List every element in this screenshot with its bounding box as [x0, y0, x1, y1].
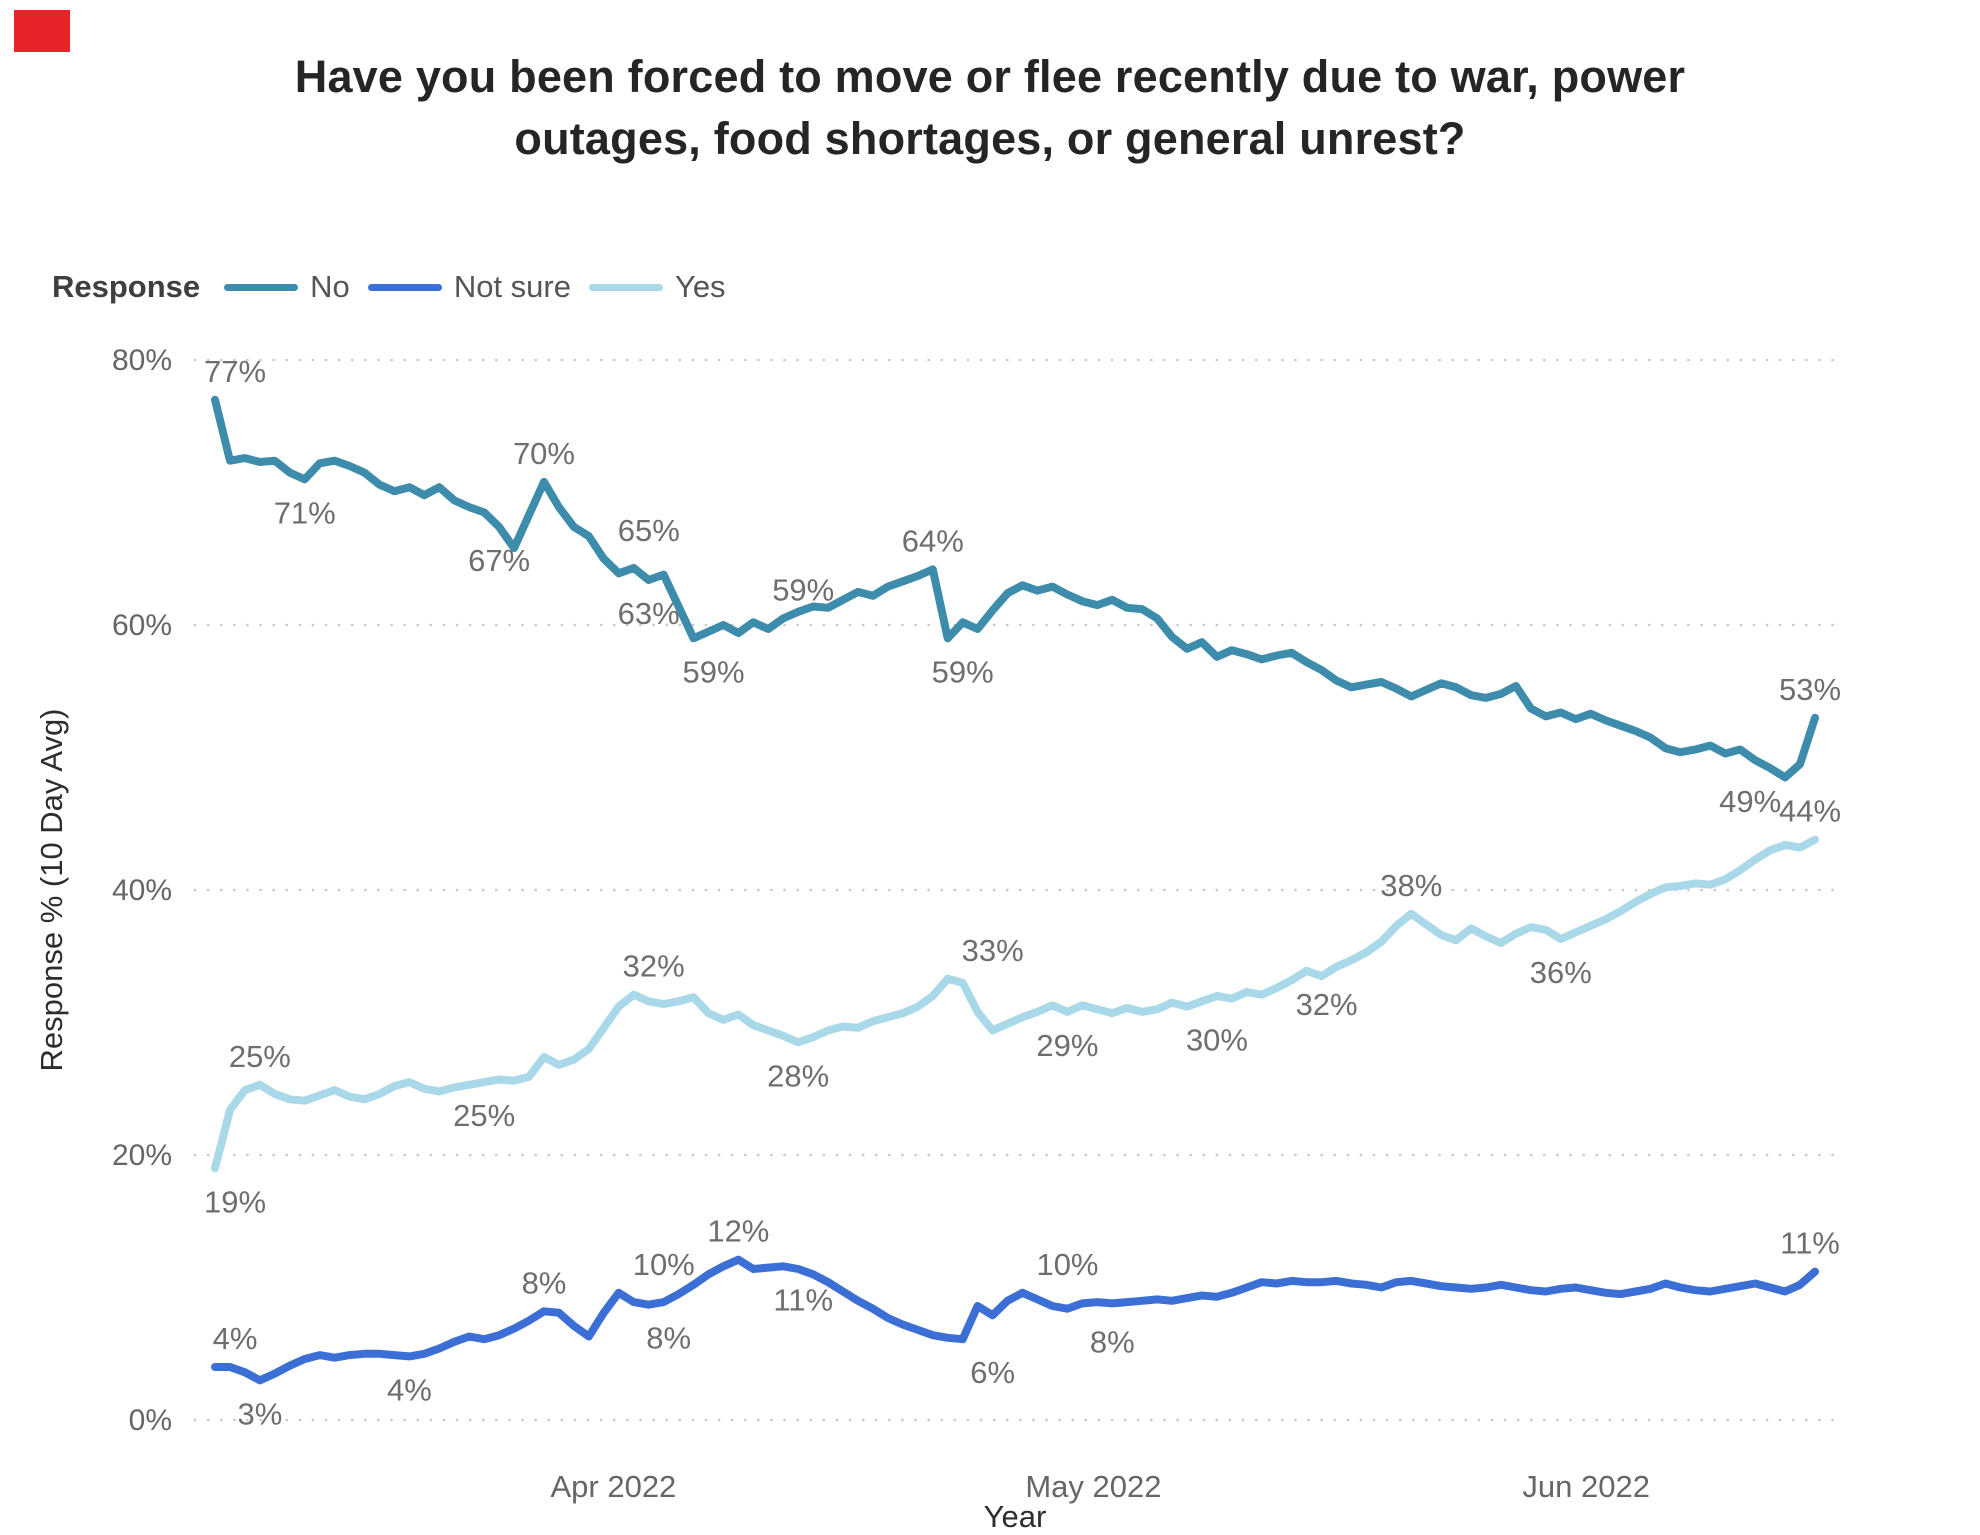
- data-label-yes-29: 29%: [1036, 1028, 1098, 1063]
- series-line-not-sure[interactable]: [211, 1255, 1819, 1385]
- data-label-not-sure-10: 10%: [1036, 1247, 1098, 1282]
- x-tick-Jun-2022: Jun 2022: [1522, 1469, 1650, 1504]
- legend: Response No Not sure Yes: [52, 265, 744, 309]
- data-label-yes-25: 25%: [229, 1039, 291, 1074]
- y-axis-title: Response % (10 Day Avg): [34, 708, 69, 1071]
- data-label-not-sure-3: 3%: [237, 1396, 282, 1431]
- data-label-no-59: 59%: [682, 654, 744, 689]
- chart-title-line-1: Have you been forced to move or flee rec…: [294, 51, 1686, 102]
- data-label-no-67: 67%: [468, 543, 530, 578]
- data-label-yes-38: 38%: [1380, 868, 1442, 903]
- data-label-not-sure-8: 8%: [1090, 1325, 1135, 1360]
- y-tick-60%: 60%: [112, 609, 172, 642]
- data-label-not-sure-4: 4%: [213, 1321, 258, 1356]
- data-label-not-sure-8: 8%: [646, 1321, 691, 1356]
- x-tick-May-2022: May 2022: [1025, 1469, 1161, 1504]
- series-line-no[interactable]: [211, 395, 1819, 782]
- legend-item-not-sure[interactable]: Not sure: [367, 269, 571, 305]
- data-label-not-sure-11: 11%: [1780, 1226, 1840, 1261]
- y-tick-0%: 0%: [129, 1404, 172, 1437]
- y-tick-20%: 20%: [112, 1139, 172, 1172]
- data-label-yes-32: 32%: [1296, 987, 1358, 1022]
- data-label-yes-32: 32%: [623, 949, 685, 984]
- data-label-not-sure-12: 12%: [707, 1214, 769, 1249]
- data-label-no-77: 77%: [204, 354, 266, 389]
- data-label-not-sure-10: 10%: [633, 1247, 695, 1282]
- data-label-not-sure-4: 4%: [387, 1372, 432, 1407]
- x-tick-Apr-2022: Apr 2022: [550, 1469, 676, 1504]
- legend-item-yes[interactable]: Yes: [588, 269, 726, 305]
- data-label-yes-36: 36%: [1530, 955, 1592, 990]
- data-label-no-64: 64%: [902, 523, 964, 558]
- data-label-not-sure-11: 11%: [773, 1282, 833, 1317]
- data-label-no-71: 71%: [274, 495, 336, 530]
- data-label-no-70: 70%: [513, 436, 575, 471]
- legend-item-no[interactable]: No: [224, 269, 350, 305]
- legend-swatch-no-icon: [224, 283, 299, 291]
- data-label-no-65: 65%: [618, 513, 680, 548]
- data-label-no-49: 49%: [1719, 784, 1781, 819]
- chart-title-line-2: outages, food shortages, or general unre…: [514, 113, 1466, 164]
- data-label-yes-44: 44%: [1779, 794, 1841, 829]
- data-label-yes-19: 19%: [204, 1184, 266, 1219]
- data-label-yes-28: 28%: [767, 1058, 829, 1093]
- red-marker: [14, 10, 70, 52]
- y-tick-40%: 40%: [112, 874, 172, 907]
- data-label-not-sure-6: 6%: [970, 1355, 1015, 1390]
- data-label-not-sure-8: 8%: [522, 1265, 567, 1300]
- data-label-no-53: 53%: [1779, 672, 1841, 707]
- data-label-no-59: 59%: [932, 654, 994, 689]
- series-line-yes[interactable]: [211, 835, 1819, 1173]
- legend-label-yes: Yes: [674, 269, 726, 304]
- data-label-no-63: 63%: [618, 596, 680, 631]
- data-label-yes-25: 25%: [453, 1098, 515, 1133]
- data-label-no-59: 59%: [772, 572, 834, 607]
- legend-swatch-yes-icon: [588, 283, 663, 291]
- legend-label-no: No: [310, 269, 350, 304]
- legend-label-not-sure: Not sure: [453, 269, 571, 304]
- chart-title: Have you been forced to move or flee rec…: [0, 46, 1980, 170]
- data-label-yes-33: 33%: [962, 933, 1024, 968]
- x-axis-title: Year: [984, 1499, 1047, 1534]
- y-tick-80%: 80%: [112, 344, 172, 377]
- legend-title: Response: [52, 269, 201, 304]
- data-label-yes-30: 30%: [1186, 1023, 1248, 1058]
- legend-swatch-not-sure-icon: [367, 283, 442, 291]
